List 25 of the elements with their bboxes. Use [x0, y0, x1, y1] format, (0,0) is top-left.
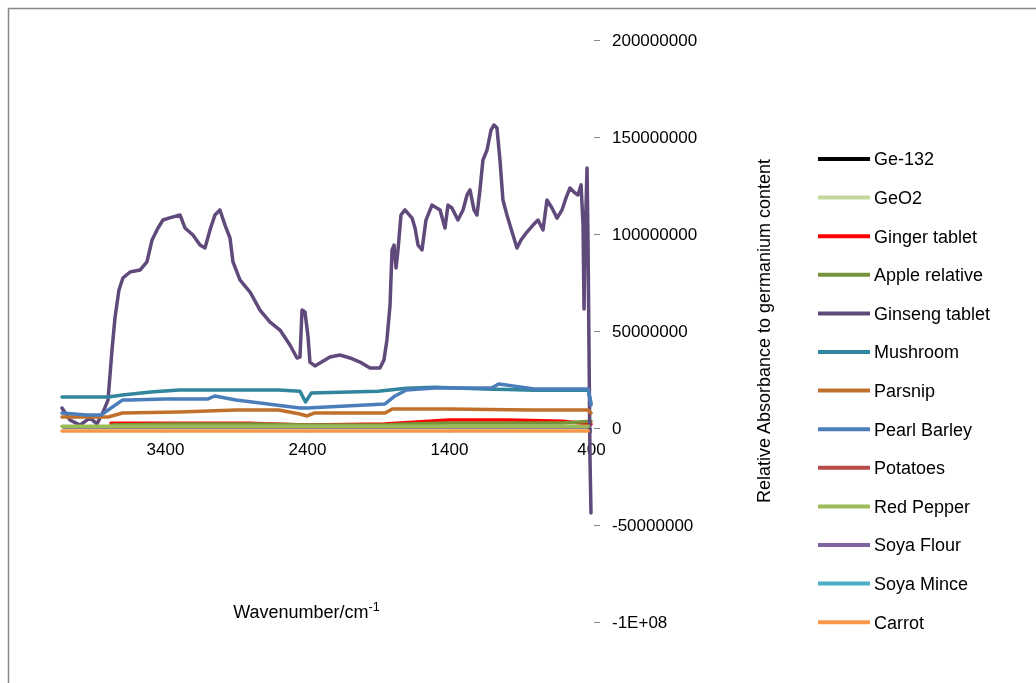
legend-label: Mushroom	[874, 342, 960, 363]
legend-label: Carrot	[874, 612, 925, 633]
legend-label: Ginger tablet	[874, 226, 978, 247]
legend-label: Potatoes	[874, 458, 946, 479]
y-tick-label: 150000000	[612, 127, 698, 147]
legend-label: Soya Mince	[874, 573, 969, 594]
y-tick-label: 50000000	[612, 321, 688, 341]
y-tick-label: -1E+08	[612, 612, 668, 632]
y-tick-label: 100000000	[612, 224, 698, 244]
x-tick-label: 2400	[288, 439, 327, 459]
y-tick-label: 0	[612, 418, 622, 438]
x-axis-title: Wavenumber/cm$^{-1}$	[233, 600, 380, 622]
legend-label: Ginseng tablet	[874, 303, 991, 324]
legend-label: Red Pepper	[874, 496, 971, 517]
y-tick-label: 200000000	[612, 30, 698, 50]
legend-label: Apple relative	[874, 265, 984, 286]
legend-label: Pearl Barley	[874, 419, 973, 440]
legend-label: Soya Flour	[874, 535, 962, 556]
x-tick-label: 1400	[430, 439, 469, 459]
legend-label: GeO2	[874, 187, 923, 208]
legend-label: Parsnip	[874, 380, 936, 401]
y-tick-label: -50000000	[612, 515, 694, 535]
legend-label: Ge-132	[874, 149, 935, 170]
y-axis-title: Relative Absorbance to germanium content	[754, 158, 774, 504]
x-tick-label: 3400	[146, 439, 185, 459]
